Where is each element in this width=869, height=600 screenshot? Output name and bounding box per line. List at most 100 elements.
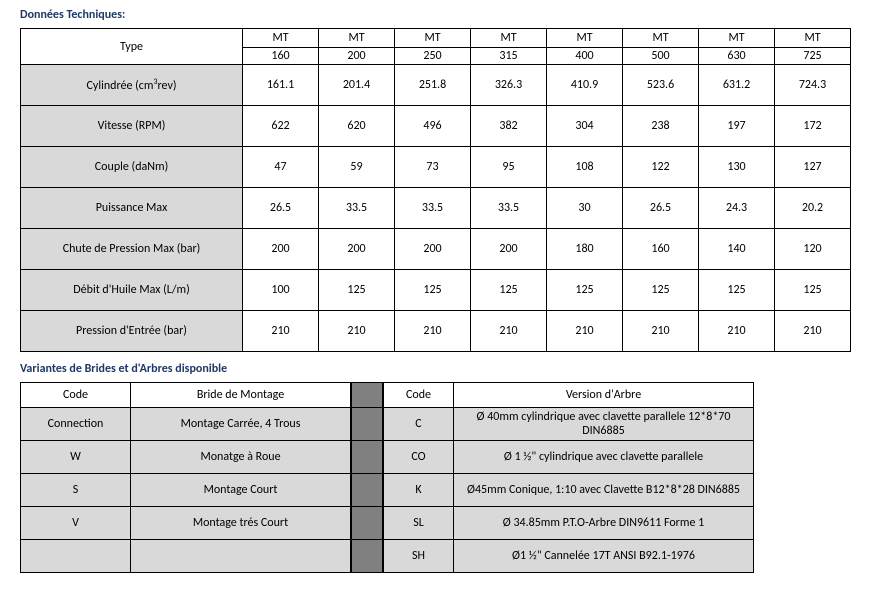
data-cell: 201.4: [319, 65, 395, 106]
variant-code: CO: [384, 441, 454, 474]
variants-tables: Code Bride de Montage ConnectionMontage …: [20, 382, 857, 573]
model-prefix: MT: [547, 29, 623, 48]
data-cell: 200: [471, 229, 547, 270]
variant-code: SL: [384, 507, 454, 540]
data-cell: 210: [395, 311, 471, 352]
gap-cell: [352, 408, 383, 441]
gap-cell: [352, 507, 383, 540]
model-number: 725: [775, 48, 851, 65]
variant-code: [21, 540, 131, 573]
data-cell: 125: [319, 270, 395, 311]
data-cell: 631.2: [699, 65, 775, 106]
data-cell: 382: [471, 106, 547, 147]
shaft-code-header: Code: [384, 383, 454, 408]
row-label: Débit d'Huile Max (L/m): [21, 270, 243, 311]
data-cell: 200: [395, 229, 471, 270]
data-cell: 33.5: [395, 188, 471, 229]
data-cell: 160: [623, 229, 699, 270]
data-cell: 210: [775, 311, 851, 352]
data-cell: 140: [699, 229, 775, 270]
data-cell: 33.5: [471, 188, 547, 229]
variant-code: Connection: [21, 408, 131, 441]
data-cell: 30: [547, 188, 623, 229]
variant-desc: Montage Court: [131, 474, 351, 507]
data-cell: 210: [623, 311, 699, 352]
data-cell: 197: [699, 106, 775, 147]
data-cell: 125: [547, 270, 623, 311]
data-cell: 24.3: [699, 188, 775, 229]
model-number: 200: [319, 48, 395, 65]
gap-cell: [352, 540, 383, 573]
data-cell: 125: [395, 270, 471, 311]
tech-tbody: Cylindrée (cm3rev)161.1201.4251.8326.341…: [21, 65, 851, 352]
data-cell: 724.3: [775, 65, 851, 106]
variants-title: Variantes de Brides et d'Arbres disponib…: [20, 362, 857, 376]
model-number: 250: [395, 48, 471, 65]
data-cell: 26.5: [243, 188, 319, 229]
flange-table: Code Bride de Montage ConnectionMontage …: [20, 382, 351, 573]
model-prefix: MT: [623, 29, 699, 48]
data-cell: 496: [395, 106, 471, 147]
data-cell: 130: [699, 147, 775, 188]
model-number: 315: [471, 48, 547, 65]
row-label: Couple (daNm): [21, 147, 243, 188]
variant-code: C: [384, 408, 454, 441]
gap-tbody: [352, 408, 383, 573]
technical-data-table: TypeMTMTMTMTMTMTMTMT16020025031540050063…: [20, 28, 851, 352]
data-cell: 26.5: [623, 188, 699, 229]
gap-cell: [352, 441, 383, 474]
data-cell: 620: [319, 106, 395, 147]
tech-title: Données Techniques:: [20, 8, 857, 22]
gap-cell: [352, 383, 383, 408]
data-cell: 210: [547, 311, 623, 352]
data-cell: 73: [395, 147, 471, 188]
row-label: Pression d'Entrée (bar): [21, 311, 243, 352]
data-cell: 210: [471, 311, 547, 352]
variant-code: SH: [384, 540, 454, 573]
shaft-tbody: CØ 40mm cylindrique avec clavette parall…: [384, 408, 754, 573]
shaft-desc-header: Version d'Arbre: [454, 383, 754, 408]
data-cell: 125: [623, 270, 699, 311]
variant-desc: [131, 540, 351, 573]
flange-desc-header: Bride de Montage: [131, 383, 351, 408]
data-cell: 47: [243, 147, 319, 188]
row-label: Puissance Max: [21, 188, 243, 229]
data-cell: 172: [775, 106, 851, 147]
row-label: Chute de Pression Max (bar): [21, 229, 243, 270]
data-cell: 125: [699, 270, 775, 311]
model-number: 500: [623, 48, 699, 65]
model-number: 400: [547, 48, 623, 65]
variant-desc: Ø45mm Conique, 1:10 avec Clavette B12*8*…: [454, 474, 754, 507]
data-cell: 122: [623, 147, 699, 188]
data-cell: 127: [775, 147, 851, 188]
variant-desc: Ø 1 ½" cylindrique avec clavette paralle…: [454, 441, 754, 474]
data-cell: 108: [547, 147, 623, 188]
data-cell: 523.6: [623, 65, 699, 106]
data-cell: 210: [319, 311, 395, 352]
variant-code: S: [21, 474, 131, 507]
type-header: Type: [21, 29, 243, 65]
model-prefix: MT: [699, 29, 775, 48]
data-cell: 95: [471, 147, 547, 188]
data-cell: 100: [243, 270, 319, 311]
data-cell: 20.2: [775, 188, 851, 229]
variant-desc: Montage trés Court: [131, 507, 351, 540]
variant-code: V: [21, 507, 131, 540]
model-number: 160: [243, 48, 319, 65]
data-cell: 622: [243, 106, 319, 147]
variant-code: W: [21, 441, 131, 474]
data-cell: 210: [699, 311, 775, 352]
data-cell: 410.9: [547, 65, 623, 106]
data-cell: 200: [319, 229, 395, 270]
variant-desc: Monatge à Roue: [131, 441, 351, 474]
flange-tbody: ConnectionMontage Carrée, 4 TrousWMonatg…: [21, 408, 351, 573]
data-cell: 304: [547, 106, 623, 147]
data-cell: 59: [319, 147, 395, 188]
variant-desc: Ø 34.85mm P.T.O-Arbre DIN9611 Forme 1: [454, 507, 754, 540]
data-cell: 125: [471, 270, 547, 311]
data-cell: 238: [623, 106, 699, 147]
variant-desc: Ø 40mm cylindrique avec clavette paralle…: [454, 408, 754, 441]
shaft-table: Code Version d'Arbre CØ 40mm cylindrique…: [383, 382, 754, 573]
model-number: 630: [699, 48, 775, 65]
data-cell: 210: [243, 311, 319, 352]
